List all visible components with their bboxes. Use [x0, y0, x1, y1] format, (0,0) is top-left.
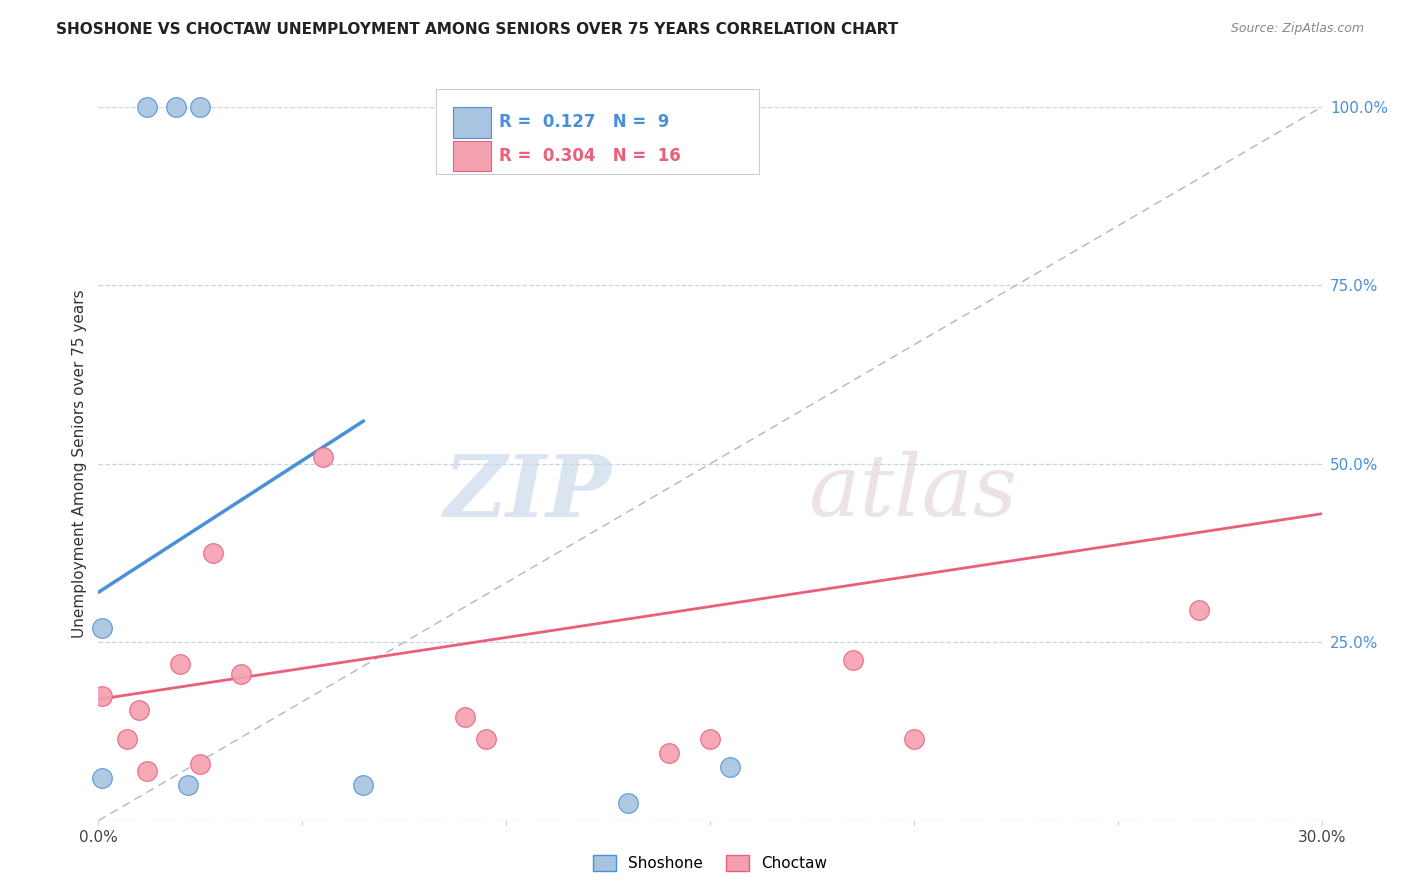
Point — [841, 653, 863, 667]
Point — [165, 100, 187, 114]
Point — [312, 450, 335, 464]
Point — [188, 100, 212, 114]
Text: Source: ZipAtlas.com: Source: ZipAtlas.com — [1230, 22, 1364, 36]
Text: R =  0.304   N =  16: R = 0.304 N = 16 — [499, 147, 681, 165]
Point — [903, 731, 925, 746]
Text: SHOSHONE VS CHOCTAW UNEMPLOYMENT AMONG SENIORS OVER 75 YEARS CORRELATION CHART: SHOSHONE VS CHOCTAW UNEMPLOYMENT AMONG S… — [56, 22, 898, 37]
Point — [128, 703, 150, 717]
Point — [91, 689, 114, 703]
Point — [201, 546, 224, 560]
Point — [699, 731, 721, 746]
Point — [188, 756, 212, 771]
Point — [658, 746, 681, 760]
Point — [1188, 603, 1211, 617]
Point — [169, 657, 191, 671]
Text: R =  0.127   N =  9: R = 0.127 N = 9 — [499, 113, 669, 131]
Text: ZIP: ZIP — [444, 450, 612, 534]
Point — [91, 621, 114, 635]
Point — [177, 778, 200, 792]
Point — [720, 760, 742, 774]
Point — [231, 667, 253, 681]
Point — [352, 778, 374, 792]
Point — [617, 796, 640, 810]
Point — [474, 731, 498, 746]
Text: atlas: atlas — [808, 451, 1017, 533]
Point — [136, 764, 159, 778]
Legend: Shoshone, Choctaw: Shoshone, Choctaw — [586, 849, 834, 877]
Y-axis label: Unemployment Among Seniors over 75 years: Unemployment Among Seniors over 75 years — [72, 290, 87, 638]
Point — [136, 100, 159, 114]
Point — [454, 710, 477, 724]
Point — [91, 771, 114, 785]
Point — [115, 731, 138, 746]
